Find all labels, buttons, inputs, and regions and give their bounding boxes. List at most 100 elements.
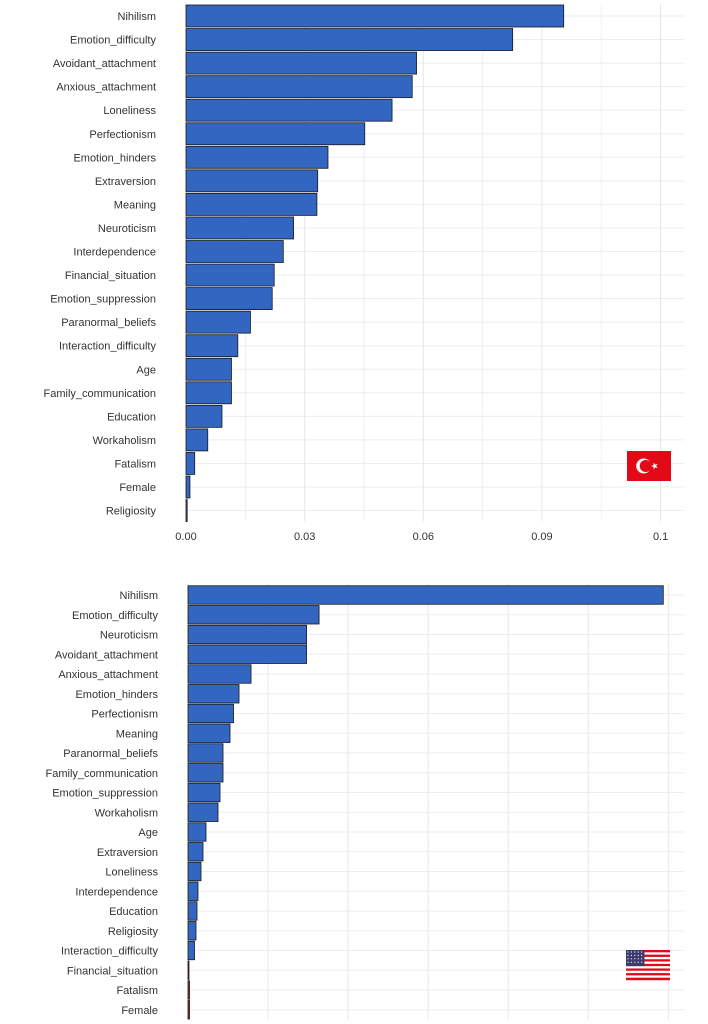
flag-star — [630, 951, 633, 953]
bar-nihilism — [187, 585, 664, 605]
flag-stripe — [626, 952, 670, 955]
flag-star — [634, 954, 636, 957]
category-label: Workaholism — [93, 435, 156, 447]
flag-canton — [626, 950, 645, 967]
x-tick-label: 0.09 — [531, 531, 552, 543]
bar-paranormal-beliefs — [187, 743, 224, 763]
category-label: Education — [109, 906, 158, 918]
x-tick-label: 0.03 — [294, 531, 315, 543]
flag-star — [637, 954, 639, 957]
flag-stripe — [626, 977, 670, 981]
category-label: Fatalism — [116, 985, 158, 997]
category-label: Fatalism — [114, 458, 156, 470]
bar-education — [187, 901, 198, 921]
bar-age — [187, 822, 207, 842]
usa-flag-icon — [626, 950, 670, 981]
bar-financial-situation — [187, 960, 190, 980]
bar-loneliness — [185, 98, 393, 122]
bar-emotion-hinders — [187, 684, 240, 704]
flag-star — [637, 951, 639, 953]
flag-stripe — [626, 959, 670, 962]
category-label: Avoidant_attachment — [53, 58, 156, 70]
flag-stripe — [626, 975, 670, 978]
bar-workaholism — [187, 802, 219, 822]
category-label: Nihilism — [120, 590, 159, 602]
flag-star — [634, 958, 636, 960]
flag-star — [641, 961, 643, 963]
category-label: Paranormal_beliefs — [61, 317, 156, 329]
bar-age — [185, 357, 232, 381]
bar-perfectionism — [185, 122, 366, 146]
category-label: Financial_situation — [65, 270, 156, 282]
flag-star — [641, 958, 643, 960]
flag-stripe — [626, 954, 670, 958]
bar-interaction-difficulty — [187, 940, 195, 961]
category-label: Interaction_difficulty — [59, 341, 157, 353]
category-label: Neuroticism — [98, 223, 156, 235]
flag-star — [630, 961, 633, 963]
category-label: Age — [138, 827, 158, 839]
bar-anxious-attachment — [187, 664, 252, 684]
category-label: Age — [136, 364, 156, 376]
bar-emotion-suppression — [187, 782, 221, 803]
flag-stripe — [626, 973, 670, 976]
category-label: Perfectionism — [89, 129, 156, 141]
bar-female — [187, 1000, 190, 1020]
flag-stripe — [626, 970, 670, 974]
bar-interdependence — [185, 240, 284, 263]
flag-star — [630, 958, 633, 960]
flag-stripe — [626, 950, 670, 953]
bar-avoidant-attachment — [187, 644, 307, 664]
flag-stripe — [626, 961, 670, 965]
bar-avoidant-attachment — [185, 51, 417, 75]
category-label: Family_communication — [46, 768, 158, 780]
flag-stripe — [626, 968, 670, 971]
bar-female — [185, 475, 191, 499]
flag-stripe — [626, 956, 670, 960]
category-label: Emotion_difficulty — [72, 610, 159, 622]
crescent-inner — [639, 460, 652, 472]
flag-star — [641, 954, 643, 957]
category-label: Paranormal_beliefs — [63, 748, 158, 760]
x-tick-label: 0.06 — [413, 531, 434, 543]
category-label: Interdependence — [75, 886, 158, 898]
flag-stripe — [626, 966, 670, 969]
category-label: Emotion_hinders — [73, 152, 156, 164]
bar-loneliness — [187, 861, 202, 882]
flag-star — [627, 951, 629, 953]
category-label: Financial_situation — [67, 965, 158, 977]
category-label: Emotion_suppression — [50, 294, 156, 306]
flag-star — [634, 951, 636, 953]
bar-family-communication — [185, 381, 232, 405]
bar-extraversion — [187, 842, 204, 862]
category-label: Extraversion — [95, 176, 156, 188]
bar-emotion-hinders — [185, 145, 329, 169]
category-label: Emotion_difficulty — [70, 35, 157, 47]
bar-paranormal-beliefs — [185, 310, 251, 334]
bar-emotion-difficulty — [187, 605, 320, 625]
flag-star — [641, 951, 643, 953]
bar-neuroticism — [187, 624, 307, 645]
bar-emotion-difficulty — [185, 28, 514, 51]
category-label: Nihilism — [118, 11, 157, 23]
bar-emotion-suppression — [185, 287, 273, 311]
category-label: Emotion_hinders — [75, 689, 158, 701]
chart-panel-2: Nihilism Emotion_difficulty Neuroticism Avo… — [46, 584, 684, 1020]
flag-star — [630, 954, 633, 957]
category-label: Loneliness — [105, 867, 158, 879]
x-tick-label: 0.1 — [653, 531, 668, 543]
category-label: Workaholism — [95, 807, 158, 819]
x-tick-label: 0.00 — [175, 531, 196, 543]
category-label: Anxious_attachment — [56, 82, 156, 94]
bar-interdependence — [187, 881, 199, 901]
bar-anxious-attachment — [185, 75, 413, 99]
flag-star — [637, 961, 639, 963]
category-label: Anxious_attachment — [58, 669, 158, 681]
bar-family-communication — [187, 763, 224, 783]
category-label: Neuroticism — [100, 630, 158, 642]
flag-star — [627, 958, 629, 960]
category-label: Meaning — [116, 728, 158, 740]
category-label: Female — [121, 1005, 158, 1017]
bar-religiosity — [187, 921, 197, 941]
bar-fatalism — [187, 980, 190, 1000]
